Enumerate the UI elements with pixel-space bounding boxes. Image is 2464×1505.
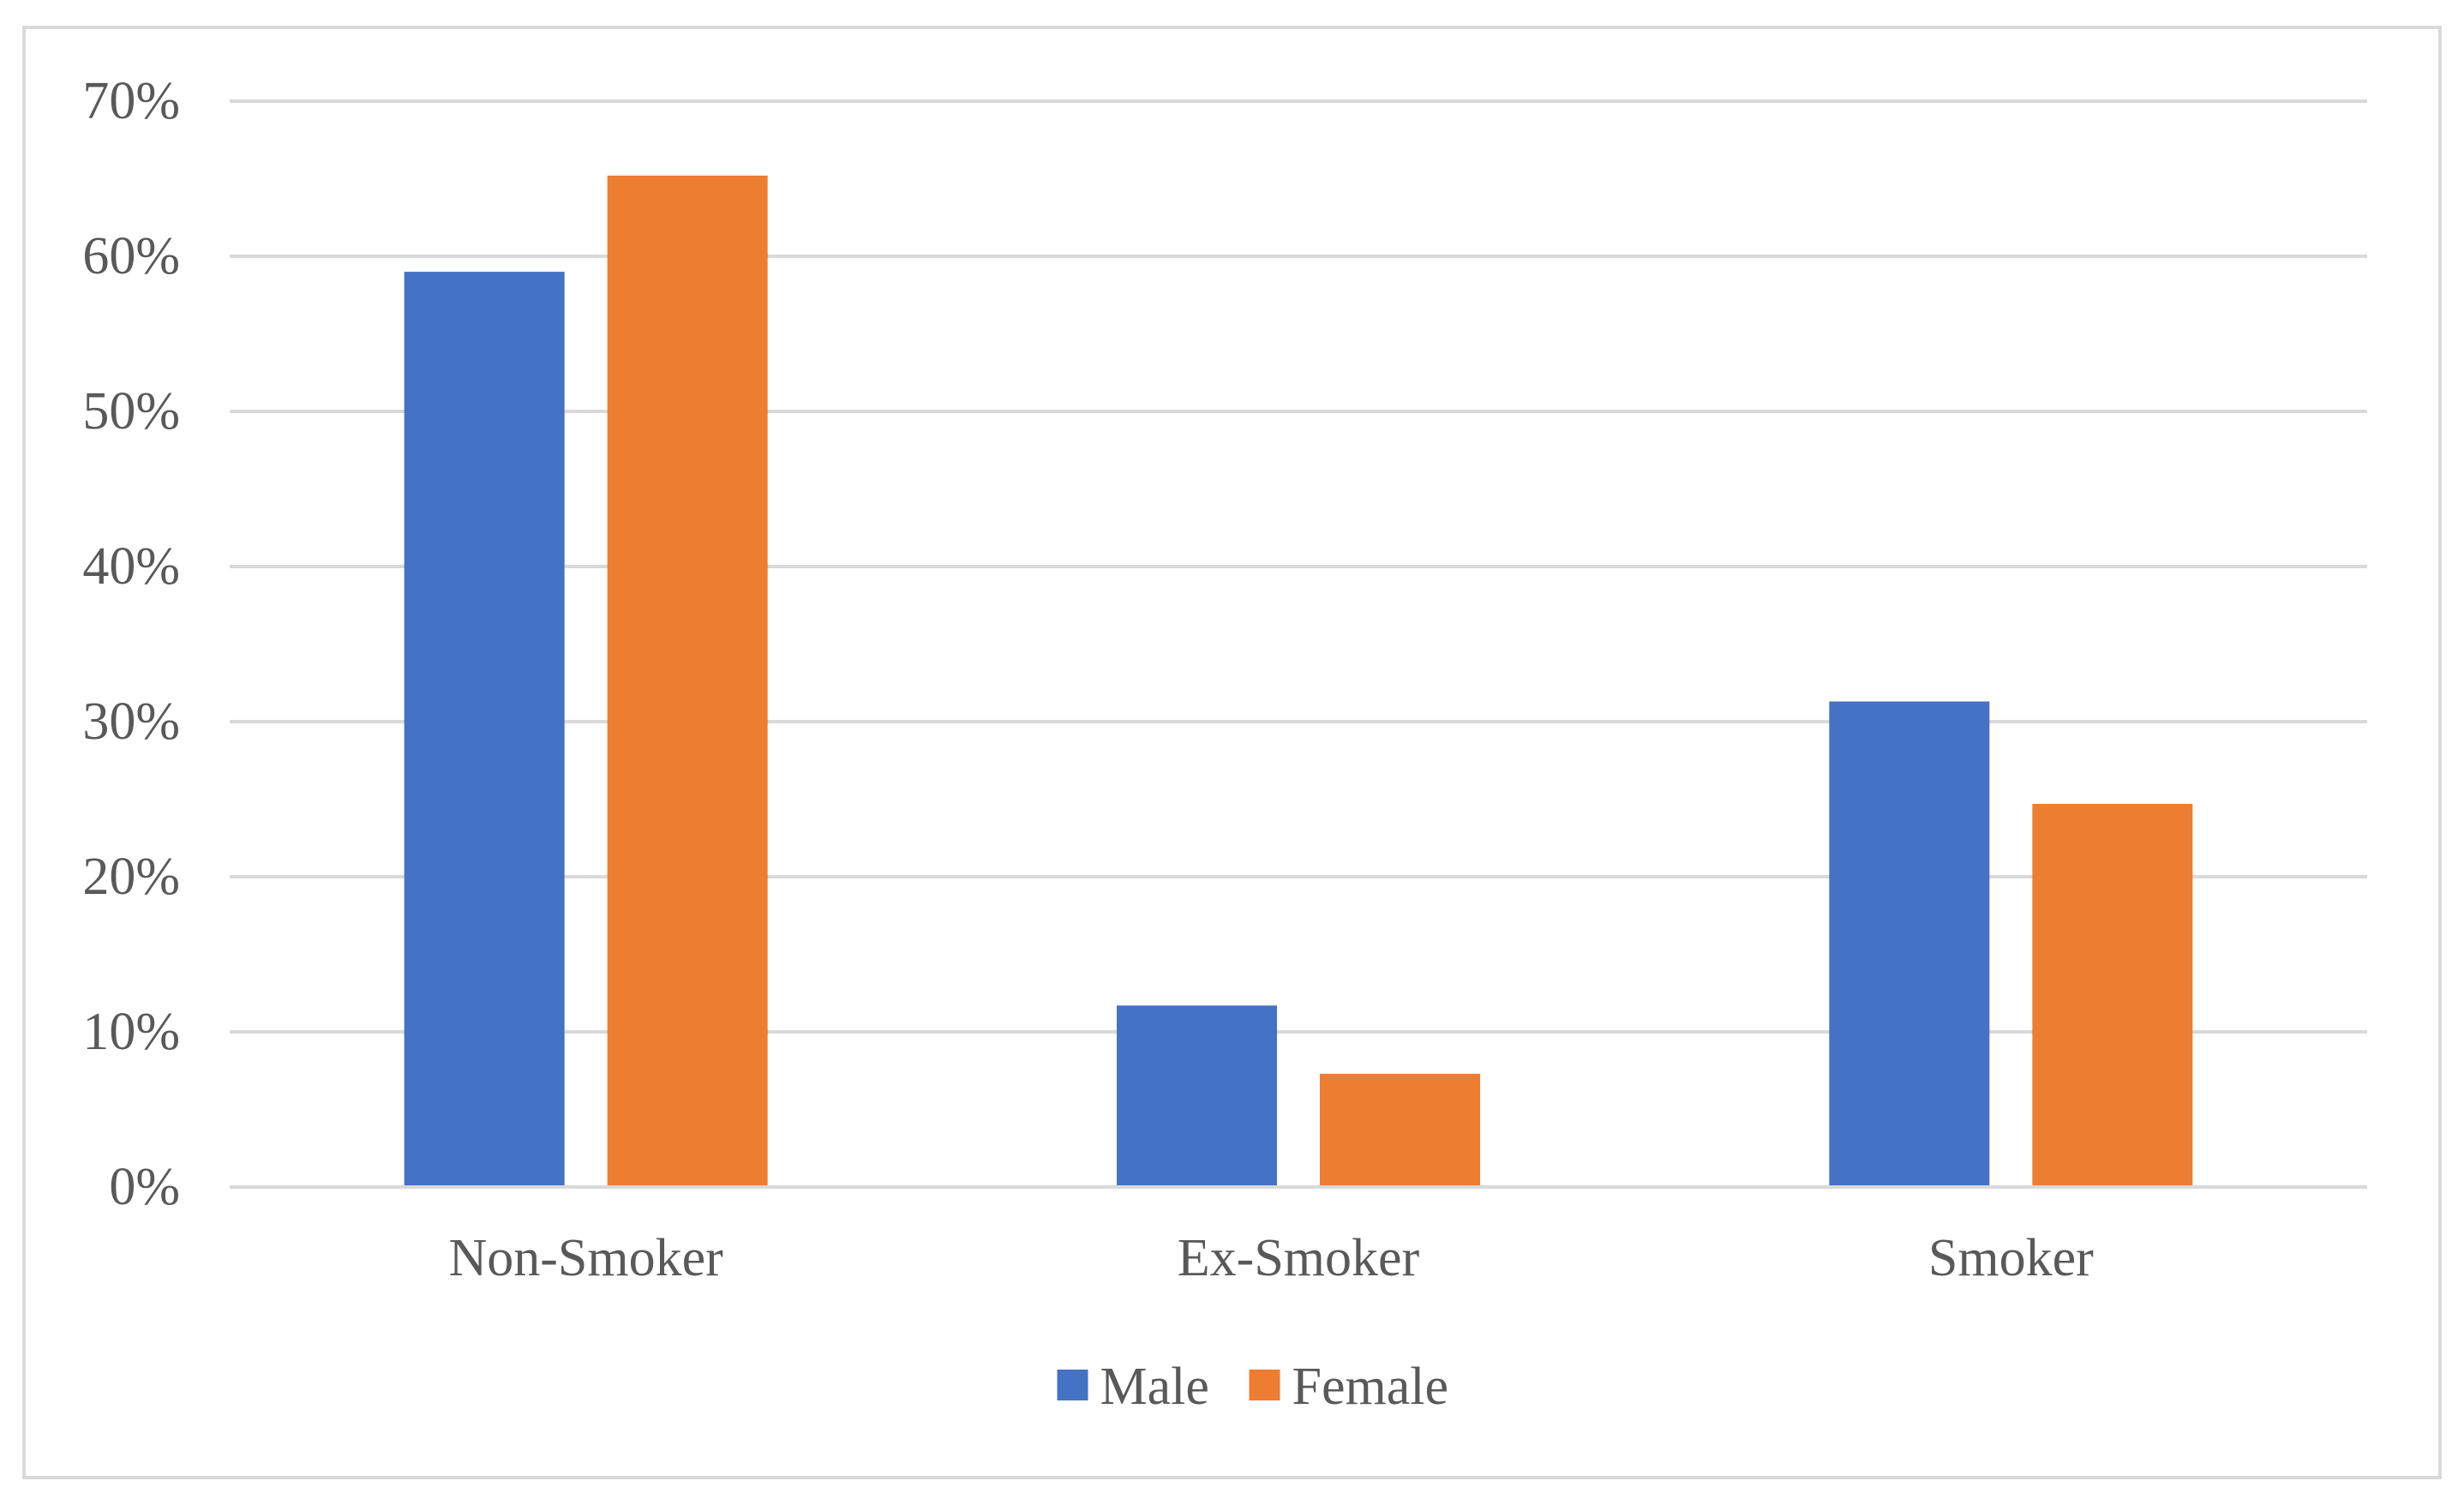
y-tick-label: 60% xyxy=(82,227,180,285)
legend-label-male: Male xyxy=(1100,1358,1209,1416)
x-category-label: Non-Smoker xyxy=(449,1229,724,1287)
x-axis-category-labels: Non-Smoker Ex-Smoker Smoker xyxy=(449,1229,2095,1287)
legend-label-female: Female xyxy=(1292,1358,1449,1416)
bar-female-ex-smoker xyxy=(1320,1073,1480,1187)
y-tick-label: 20% xyxy=(82,848,180,906)
y-axis-tick-labels: 0% 10% 20% 30% 40% 50% 60% 70% xyxy=(82,72,180,1216)
legend: Male Female xyxy=(1057,1358,1449,1416)
y-tick-label: 10% xyxy=(82,1003,180,1061)
x-category-label: Smoker xyxy=(1928,1229,2094,1287)
y-tick-label: 50% xyxy=(82,382,180,441)
x-category-label: Ex-Smoker xyxy=(1178,1229,1420,1287)
bar-male-ex-smoker xyxy=(1117,1005,1277,1187)
bar-male-non-smoker xyxy=(404,272,565,1188)
bar-female-non-smoker xyxy=(607,175,768,1187)
y-tick-label: 0% xyxy=(109,1158,180,1216)
y-tick-label: 40% xyxy=(82,537,180,596)
y-tick-label: 70% xyxy=(82,72,180,130)
bar-male-smoker xyxy=(1829,701,1990,1187)
bar-female-smoker xyxy=(2032,803,2193,1187)
legend-swatch-male xyxy=(1057,1370,1088,1400)
bars xyxy=(404,175,2193,1188)
legend-swatch-female xyxy=(1249,1370,1280,1400)
gridlines xyxy=(230,99,2367,1034)
y-tick-label: 30% xyxy=(82,693,180,751)
